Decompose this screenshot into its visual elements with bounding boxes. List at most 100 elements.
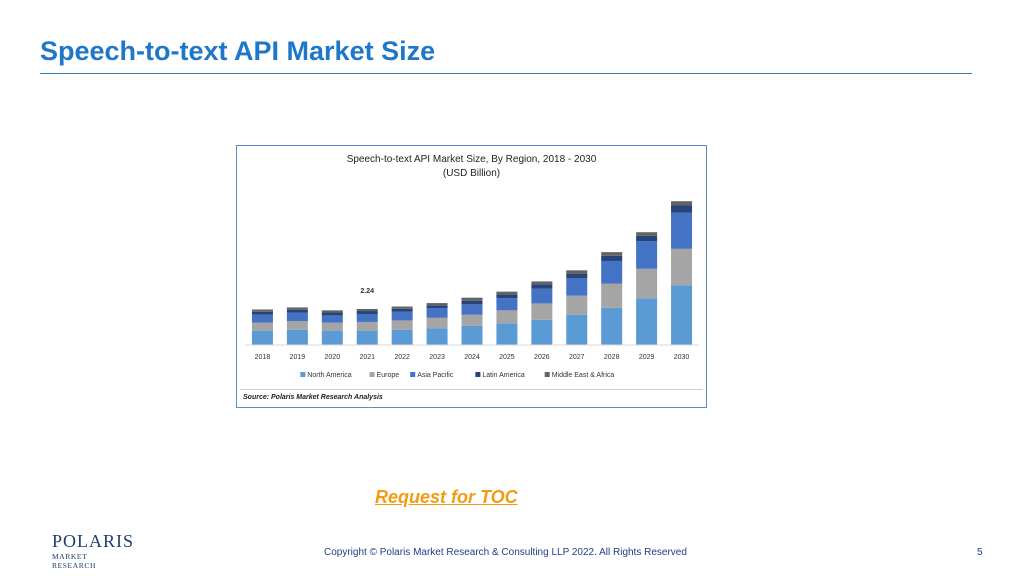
bar-2027-asia-pacific: [566, 278, 588, 296]
bar-2023-asia-pacific: [426, 308, 448, 318]
bar-2020-latin-america: [321, 312, 343, 316]
bar-2023-europe: [426, 317, 448, 329]
bar-2025-middle-east-and-africa: [496, 291, 518, 295]
chart-title: Speech-to-text API Market Size, By Regio…: [346, 154, 597, 165]
bar-2021-latin-america: [356, 311, 378, 314]
bar-2025-north-america: [496, 323, 518, 345]
bar-2028-asia-pacific: [601, 260, 623, 284]
bar-2018-middle-east-and-africa: [251, 309, 273, 312]
x-tick-label: 2020: [325, 354, 341, 361]
bar-2028-north-america: [601, 307, 623, 345]
bar-2026-latin-america: [531, 284, 553, 289]
bar-2030-middle-east-and-africa: [671, 201, 693, 206]
copyright-text: Copyright © Polaris Market Research & Co…: [324, 547, 687, 558]
legend-label-middle-east-and-africa: Middle East & Africa: [552, 372, 615, 379]
bar-2025-europe: [496, 310, 518, 324]
source-divider: [240, 389, 703, 390]
bar-2026-europe: [531, 303, 553, 320]
bar-2020-middle-east-and-africa: [321, 310, 343, 313]
bar-2018-north-america: [251, 330, 273, 345]
x-tick-label: 2025: [499, 354, 515, 361]
x-tick-label: 2021: [359, 354, 375, 361]
legend-swatch-latin-america: [475, 372, 481, 377]
bar-2022-middle-east-and-africa: [391, 306, 413, 309]
stacked-bar-chart: 2018 2019 2020 2021 2022 2023 2024 2025 2026 2027…: [245, 201, 699, 379]
bar-2024-europe: [461, 314, 483, 326]
bar-2024-latin-america: [461, 300, 483, 305]
bar-2018-asia-pacific: [251, 314, 273, 323]
title-divider: [40, 73, 972, 74]
x-tick-label: 2028: [604, 354, 620, 361]
bar-2027-europe: [566, 295, 588, 315]
bar-2030-asia-pacific: [671, 212, 693, 249]
bar-2021-north-america: [356, 330, 378, 345]
chart-frame: Speech-to-text API Market Size, By Regio…: [236, 145, 707, 408]
bar-2026-north-america: [531, 319, 553, 345]
bar-2028-middle-east-and-africa: [601, 252, 623, 256]
bar-2029-latin-america: [636, 235, 658, 242]
bar-2024-middle-east-and-africa: [461, 297, 483, 301]
bar-2028-europe: [601, 283, 623, 308]
legend-label-asia-pacific: Asia Pacific: [417, 372, 454, 379]
bar-2029-asia-pacific: [636, 241, 658, 269]
legend-swatch-middle-east-and-africa: [544, 372, 550, 377]
bar-2021-europe: [356, 321, 378, 331]
legend: North America Europe Asia Pacific Latin Ame…: [300, 372, 614, 379]
bar-2020-europe: [321, 322, 343, 331]
x-tick-label: 2027: [569, 354, 585, 361]
x-tick-label: 2019: [290, 354, 306, 361]
bar-2030-north-america: [671, 285, 693, 345]
x-tick-label: 2030: [674, 354, 690, 361]
bar-2019-europe: [286, 321, 308, 330]
bar-2022-europe: [391, 320, 413, 330]
tick-labels: 2018 2019 2020 2021 2022 2023 2024 2025 2026 2027…: [255, 354, 690, 361]
bar-2018-latin-america: [251, 311, 273, 315]
logo-subtitle: MARKET RESEARCH: [52, 552, 96, 570]
bar-2022-latin-america: [391, 308, 413, 312]
data-label-2021: 2.24: [360, 288, 374, 295]
bar-2019-north-america: [286, 329, 308, 345]
logo-wordmark: POLARIS: [52, 531, 135, 551]
bar-2027-latin-america: [566, 273, 588, 279]
x-tick-label: 2018: [255, 354, 271, 361]
source-note: Source: Polaris Market Research Analysis: [243, 394, 383, 401]
bar-2023-middle-east-and-africa: [426, 303, 448, 306]
bar-2019-asia-pacific: [286, 312, 308, 322]
bar-2019-latin-america: [286, 309, 308, 313]
bar-2029-north-america: [636, 298, 658, 345]
bar-2022-north-america: [391, 329, 413, 345]
legend-swatch-europe: [369, 372, 375, 377]
bar-2029-europe: [636, 268, 658, 299]
bar-2023-north-america: [426, 328, 448, 345]
x-tick-label: 2026: [534, 354, 550, 361]
bar-2029-middle-east-and-africa: [636, 232, 658, 236]
legend-label-europe: Europe: [377, 372, 400, 379]
bar-2018-europe: [251, 322, 273, 331]
bar-2028-latin-america: [601, 255, 623, 261]
bar-2027-north-america: [566, 314, 588, 345]
bar-2025-asia-pacific: [496, 298, 518, 311]
bar-2022-asia-pacific: [391, 311, 413, 321]
bars-layer: [251, 201, 693, 345]
bar-2030-latin-america: [671, 205, 693, 213]
request-toc-link[interactable]: Request for TOC: [375, 487, 518, 507]
bar-2027-middle-east-and-africa: [566, 270, 588, 274]
legend-swatch-asia-pacific: [410, 372, 416, 377]
x-tick-label: 2022: [394, 354, 410, 361]
x-tick-label: 2029: [639, 354, 655, 361]
bar-2019-middle-east-and-africa: [286, 307, 308, 310]
bar-2025-latin-america: [496, 294, 518, 299]
bar-2024-north-america: [461, 325, 483, 345]
bar-2026-asia-pacific: [531, 288, 553, 304]
legend-swatch-north-america: [300, 372, 306, 377]
legend-label-latin-america: Latin America: [482, 372, 525, 379]
x-tick-label: 2023: [429, 354, 445, 361]
page-number: 5: [977, 547, 983, 558]
legend-label-north-america: North America: [307, 372, 351, 379]
x-tick-label: 2024: [464, 354, 480, 361]
bar-2020-asia-pacific: [321, 315, 343, 323]
bar-2020-north-america: [321, 330, 343, 345]
annotations: 2.24: [360, 288, 374, 295]
bar-2024-asia-pacific: [461, 304, 483, 315]
bar-2030-europe: [671, 248, 693, 286]
